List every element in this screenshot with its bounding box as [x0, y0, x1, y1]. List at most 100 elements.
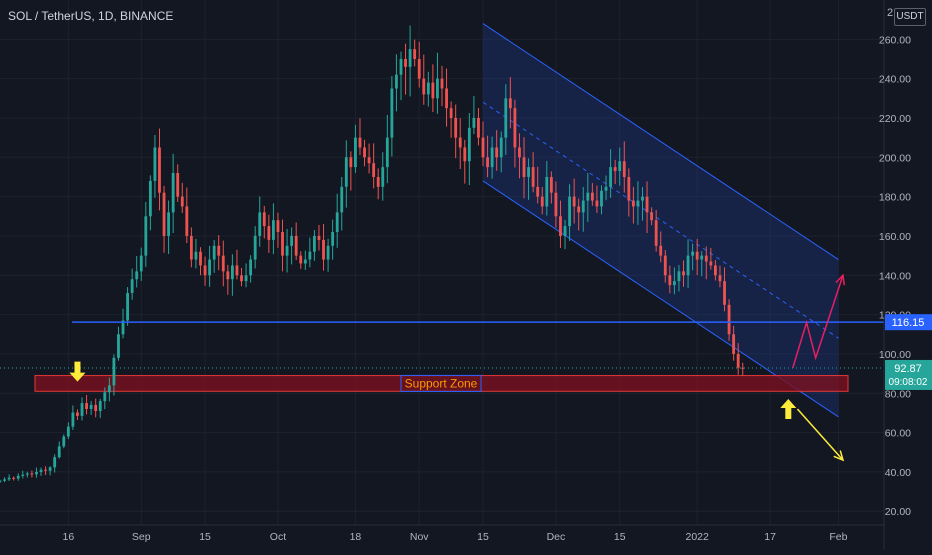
candle-body	[171, 173, 175, 213]
candle-body	[381, 167, 385, 187]
candle-body	[376, 176, 380, 187]
candle-body	[463, 147, 467, 162]
candle-body	[663, 255, 667, 276]
candle-body	[71, 412, 75, 427]
candle-body	[312, 235, 316, 252]
level-price-label: 116.15	[892, 317, 925, 329]
candle-body	[299, 255, 303, 264]
time-tick-label: 15	[614, 531, 626, 543]
candle-body	[208, 259, 212, 276]
candle-body	[3, 479, 6, 481]
time-tick-label: 17	[764, 531, 776, 543]
candle-body	[344, 157, 348, 187]
price-levels	[0, 321, 884, 369]
candle-body	[613, 167, 617, 172]
candle-body	[135, 271, 139, 280]
candle-body	[317, 235, 321, 240]
candle-body	[144, 216, 148, 256]
price-tick-label: 240.00	[879, 74, 911, 86]
price-tick-label: 160.00	[879, 231, 911, 243]
candle-body	[308, 251, 312, 260]
candle-body	[221, 255, 225, 272]
candle-body	[395, 74, 398, 89]
price-tick-label: 40.00	[885, 467, 911, 479]
candle-body	[199, 251, 202, 266]
candle-body	[53, 457, 57, 468]
candle-body	[481, 137, 485, 158]
currency-selector[interactable]: USDT	[894, 8, 926, 26]
time-tick-label: 15	[477, 531, 489, 543]
time-tick-label: 16	[63, 531, 75, 543]
candle-body	[112, 357, 116, 386]
candle-body	[727, 304, 731, 335]
candle-body	[262, 212, 266, 227]
candle-body	[531, 167, 535, 187]
candle-body	[25, 473, 29, 475]
candle-body	[408, 49, 412, 67]
candle-body	[290, 235, 294, 246]
channel-median-line	[482, 101, 839, 339]
candle-body	[581, 200, 585, 213]
candle-body	[85, 403, 88, 409]
candle-body	[477, 117, 480, 138]
candle-body	[331, 232, 335, 246]
candle-body	[495, 147, 499, 158]
candle-body	[486, 157, 489, 168]
candle-body	[572, 196, 576, 207]
time-tick-label: 15	[199, 531, 211, 543]
candle-body	[189, 235, 193, 260]
candle-body	[258, 212, 262, 236]
candle-body	[604, 186, 608, 191]
candle-body	[285, 245, 289, 256]
candle-body	[709, 261, 713, 266]
candle-body	[668, 275, 672, 286]
candle-body	[645, 196, 649, 213]
price-tick-label: 200.00	[879, 152, 911, 164]
channel-upper-line	[482, 23, 839, 260]
candle-body	[723, 281, 726, 305]
time-tick-label: Dec	[547, 531, 566, 543]
candle-body	[126, 292, 130, 321]
candle-body	[271, 220, 275, 240]
projection-arrows	[69, 273, 846, 462]
candle-body	[94, 404, 98, 411]
candle-body	[235, 265, 239, 276]
candle-body	[294, 235, 298, 256]
candle-body	[158, 147, 161, 193]
candle-body	[107, 385, 111, 393]
candle-body	[472, 117, 476, 128]
candle-body	[554, 192, 558, 217]
candle-body	[508, 98, 512, 109]
candle-body	[568, 196, 572, 227]
projection-up-arrowhead	[835, 273, 846, 286]
candle-body	[176, 173, 180, 197]
candle-body	[672, 281, 676, 286]
candle-body	[404, 58, 407, 67]
candle-body	[303, 259, 307, 264]
scale-prefix: 2	[887, 7, 894, 19]
price-axis: 20.0040.0060.0080.00100.00120.00140.0016…	[879, 0, 932, 550]
candle-body	[0, 480, 2, 482]
candle-body	[48, 467, 52, 471]
candle-body	[426, 82, 430, 95]
projection-down-arrowhead	[833, 450, 845, 462]
price-tick-label: 260.00	[879, 34, 911, 46]
candle-body	[354, 137, 357, 168]
candle-body	[139, 255, 143, 272]
candle-body	[659, 245, 663, 256]
candle-body	[358, 137, 362, 148]
support-zone: Support Zone	[34, 374, 849, 392]
candle-body	[130, 279, 134, 293]
candle-body	[12, 477, 16, 479]
candle-body	[340, 186, 344, 213]
candles	[0, 25, 745, 483]
candle-body	[89, 404, 93, 409]
candle-body	[267, 226, 271, 240]
candle-body	[682, 271, 685, 276]
candle-body	[167, 212, 171, 236]
candle-body	[513, 108, 517, 148]
price-tick-label: 220.00	[879, 113, 911, 125]
candle-body	[504, 98, 508, 138]
